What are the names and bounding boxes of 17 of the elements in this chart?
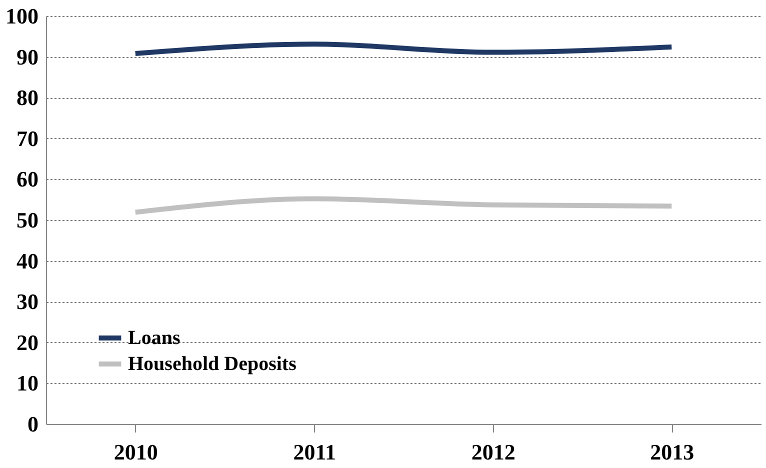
y-tick-label: 40 [16,248,38,274]
y-tick-label: 30 [16,289,38,314]
x-tick-label: 2011 [293,440,336,464]
y-tick-label: 60 [16,166,38,192]
x-tick-label: 2012 [471,440,516,464]
legend-label: Loans [128,327,180,349]
y-tick-label: 90 [16,44,38,70]
y-tick-label: 0 [28,412,38,436]
y-tick-label: 80 [16,85,38,110]
x-tick-label: 2013 [650,440,694,464]
y-tick-label: 10 [16,370,38,396]
x-tick-label: 2010 [114,440,158,464]
legend-label: Household Deposits [128,353,297,375]
y-tick-label: 20 [16,330,38,355]
y-tick-label: 50 [16,208,38,232]
y-tick-label: 100 [6,4,38,28]
y-tick-label: 70 [16,126,38,151]
